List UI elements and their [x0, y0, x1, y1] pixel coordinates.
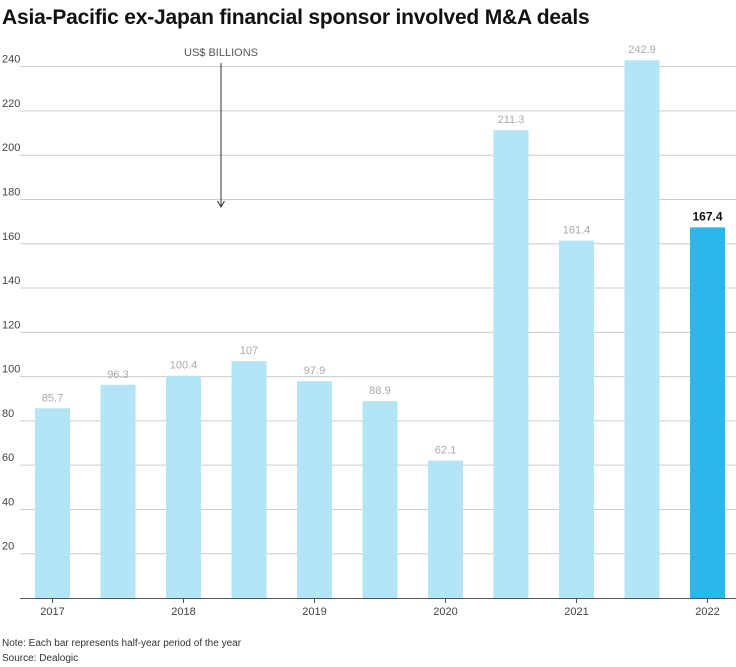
unit-arrow-icon [217, 63, 225, 208]
chart-title: Asia-Pacific ex-Japan financial sponsor … [2, 6, 590, 29]
chart-source: Source: Dealogic [2, 653, 79, 664]
y-axis-unit-label: US$ BILLIONS [184, 47, 258, 59]
y-tick-label: 140 [2, 275, 20, 287]
y-tick-label: 80 [2, 408, 14, 420]
y-tick-label: 120 [2, 319, 20, 331]
value-label: 85.7 [42, 392, 63, 404]
value-label: 88.9 [369, 385, 390, 397]
bar [624, 60, 660, 598]
bar [166, 375, 201, 598]
bar [362, 401, 398, 598]
bar [297, 381, 332, 598]
bar [493, 130, 529, 598]
bar [100, 384, 136, 598]
bar [559, 240, 594, 598]
y-tick-label: 100 [2, 364, 20, 376]
y-tick-label: 20 [2, 541, 14, 553]
value-label: 100.4 [170, 360, 198, 372]
x-tick-label: 2017 [40, 606, 64, 618]
bar [35, 408, 70, 598]
value-label: 107 [240, 345, 258, 357]
bar-highlighted [690, 227, 725, 598]
y-tick-label: 220 [2, 98, 20, 110]
chart-note: Note: Each bar represents half-year peri… [2, 638, 242, 649]
x-tick-label: 2019 [302, 606, 326, 618]
value-label: 211.3 [498, 114, 525, 126]
value-label: 161.4 [563, 225, 591, 237]
bars [35, 60, 725, 598]
bar [428, 460, 463, 598]
value-label: 167.4 [692, 209, 722, 223]
value-labels: 85.7 96.3 100.4 107 97.9 88.9 62.1 211.3 161.4 24… [42, 44, 723, 456]
value-label: 242.9 [628, 44, 656, 56]
y-tick-label: 240 [2, 54, 20, 66]
bar [231, 361, 267, 598]
y-tick-label: 60 [2, 452, 14, 464]
y-tick-label: 160 [2, 231, 20, 243]
value-label: 62.1 [435, 445, 456, 457]
x-tick-label: 2021 [564, 606, 588, 618]
y-tick-label: 40 [2, 496, 14, 508]
x-axis: 2017 2018 2019 2020 2021 2022 [20, 598, 736, 618]
x-tick-label: 2018 [171, 606, 195, 618]
value-label: 97.9 [304, 365, 325, 377]
x-tick-label: 2022 [695, 606, 719, 618]
y-tick-label: 200 [2, 142, 20, 154]
x-tick-label: 2020 [433, 606, 457, 618]
value-label: 96.3 [107, 369, 128, 381]
y-tick-label: 180 [2, 186, 20, 198]
